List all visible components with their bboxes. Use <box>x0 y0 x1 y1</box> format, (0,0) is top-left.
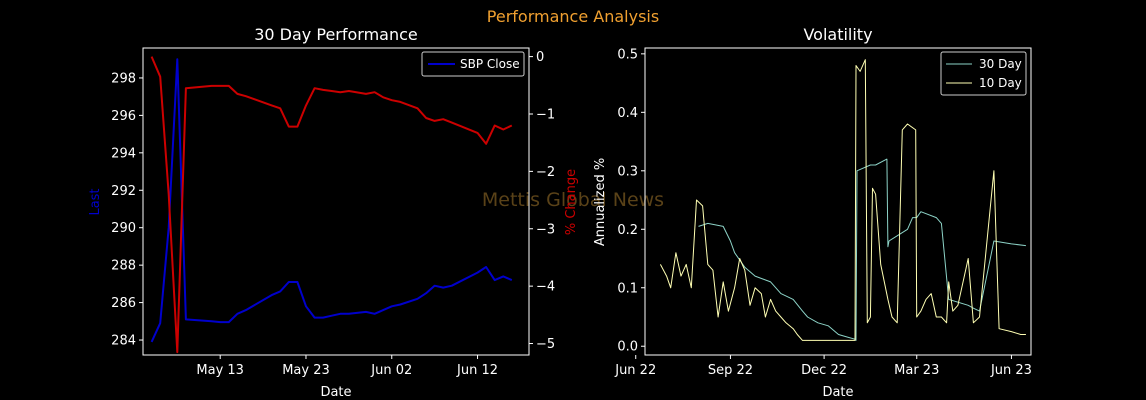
y-axis-label: Annualized % <box>593 158 608 246</box>
x-tick-label: Jun 12 <box>456 363 498 378</box>
legend: 30 Day 10 Day <box>940 51 1027 96</box>
x-tick-label: May 13 <box>196 363 244 378</box>
y-tick-label: 0.4 <box>617 106 638 121</box>
legend-entry: SBP Close <box>460 57 520 71</box>
y-tick-label: 288 <box>111 259 136 274</box>
y-tick-label: 290 <box>111 221 136 236</box>
y2-tick-label: −4 <box>536 280 555 295</box>
x-tick-label: Jun 02 <box>370 363 412 378</box>
series-line <box>698 158 1026 341</box>
chart-30-day-performance: 30 Day Performance May 13 May 23 Jun 02 Jun… <box>88 25 579 400</box>
y2-axis-label: % Change <box>564 169 579 235</box>
x-tick-label: Sep 22 <box>708 363 753 378</box>
x-tick-label: Dec 22 <box>801 363 847 378</box>
y2-tick-label: −5 <box>536 337 555 352</box>
y-tick-label: 292 <box>111 184 136 199</box>
series-line <box>659 59 1026 341</box>
x-tick-label: Jun 22 <box>614 363 656 378</box>
y-tick-label: 0.2 <box>617 223 638 238</box>
series-line <box>150 58 513 343</box>
y2-tick-label: −1 <box>536 107 555 122</box>
figure-suptitle: Performance Analysis <box>487 7 659 26</box>
y-tick-label: 0.5 <box>617 47 638 62</box>
y-tick-label: 284 <box>111 334 136 349</box>
series-line <box>150 56 513 354</box>
legend: SBP Close <box>421 51 525 77</box>
watermark: Mettis Global News <box>482 189 664 211</box>
axes: May 13 May 23 Jun 02 Jun 12 284 286 288 290 292 2… <box>111 50 555 378</box>
chart-title: Volatility <box>803 25 872 44</box>
y-tick-label: 294 <box>111 146 136 161</box>
x-axis-label: Date <box>320 385 351 400</box>
plot-marks <box>150 56 513 354</box>
axes: Jun 22 Sep 22 Dec 22 Mar 23 Jun 23 0.0 0.1 0.2 0… <box>614 47 1032 378</box>
y-tick-label: 0.3 <box>617 164 638 179</box>
chart-title: 30 Day Performance <box>254 25 418 44</box>
y2-tick-label: −3 <box>536 222 555 237</box>
x-axis-label: Date <box>822 385 853 400</box>
plot-area <box>644 47 1032 356</box>
y2-tick-label: 0 <box>536 50 544 65</box>
legend-entry: 30 Day <box>979 57 1022 71</box>
x-tick-label: May 23 <box>282 363 330 378</box>
plot-marks <box>659 59 1026 341</box>
chart-volatility: Volatility Jun 22 Sep 22 Dec 22 Mar 23 Jun 2… <box>593 25 1032 400</box>
y-tick-label: 0.0 <box>617 340 638 355</box>
y-tick-label: 0.1 <box>617 281 638 296</box>
y-tick-label: 296 <box>111 109 136 124</box>
y-tick-label: 286 <box>111 296 136 311</box>
plot-area <box>142 47 530 356</box>
x-tick-label: Mar 23 <box>894 363 939 378</box>
y-tick-label: 298 <box>111 71 136 86</box>
x-tick-label: Jun 23 <box>990 363 1032 378</box>
y-axis-label: Last <box>88 188 103 215</box>
legend-entry: 10 Day <box>979 76 1022 90</box>
y2-tick-label: −2 <box>536 165 555 180</box>
